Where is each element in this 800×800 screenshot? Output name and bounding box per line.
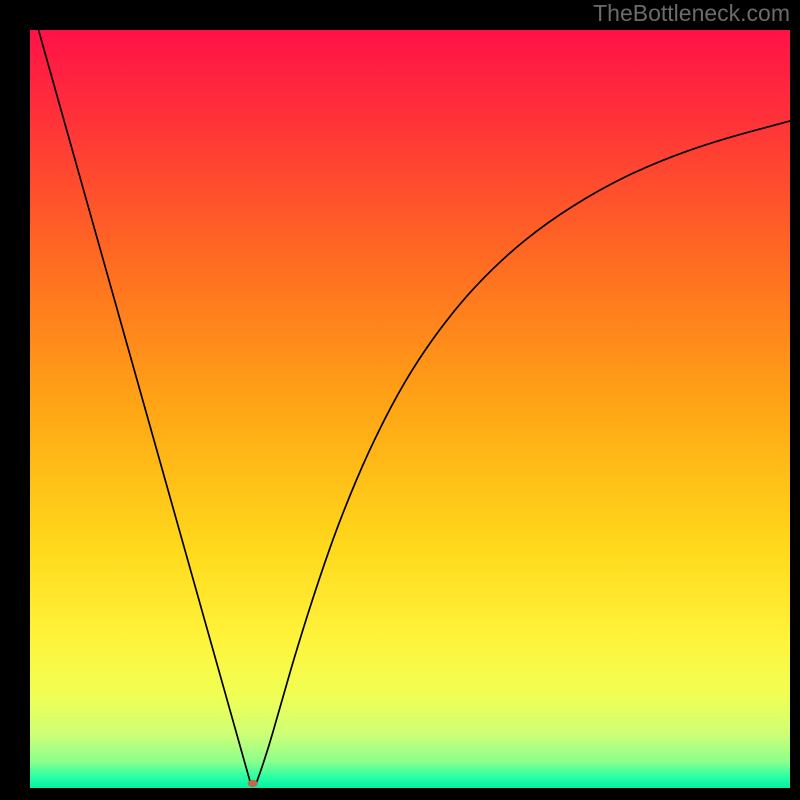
bottleneck-chart	[30, 30, 790, 788]
chart-frame	[0, 0, 800, 800]
chart-svg	[30, 30, 790, 788]
watermark-text: TheBottleneck.com	[593, 0, 790, 27]
